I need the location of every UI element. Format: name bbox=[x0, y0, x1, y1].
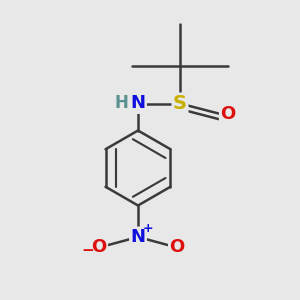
Text: O: O bbox=[220, 105, 236, 123]
Text: −: − bbox=[81, 243, 94, 258]
Text: N: N bbox=[130, 228, 146, 246]
Text: H: H bbox=[115, 94, 128, 112]
Text: N: N bbox=[130, 94, 146, 112]
Text: S: S bbox=[173, 94, 187, 113]
Text: +: + bbox=[142, 221, 153, 235]
Text: O: O bbox=[169, 238, 184, 256]
Text: O: O bbox=[92, 238, 106, 256]
